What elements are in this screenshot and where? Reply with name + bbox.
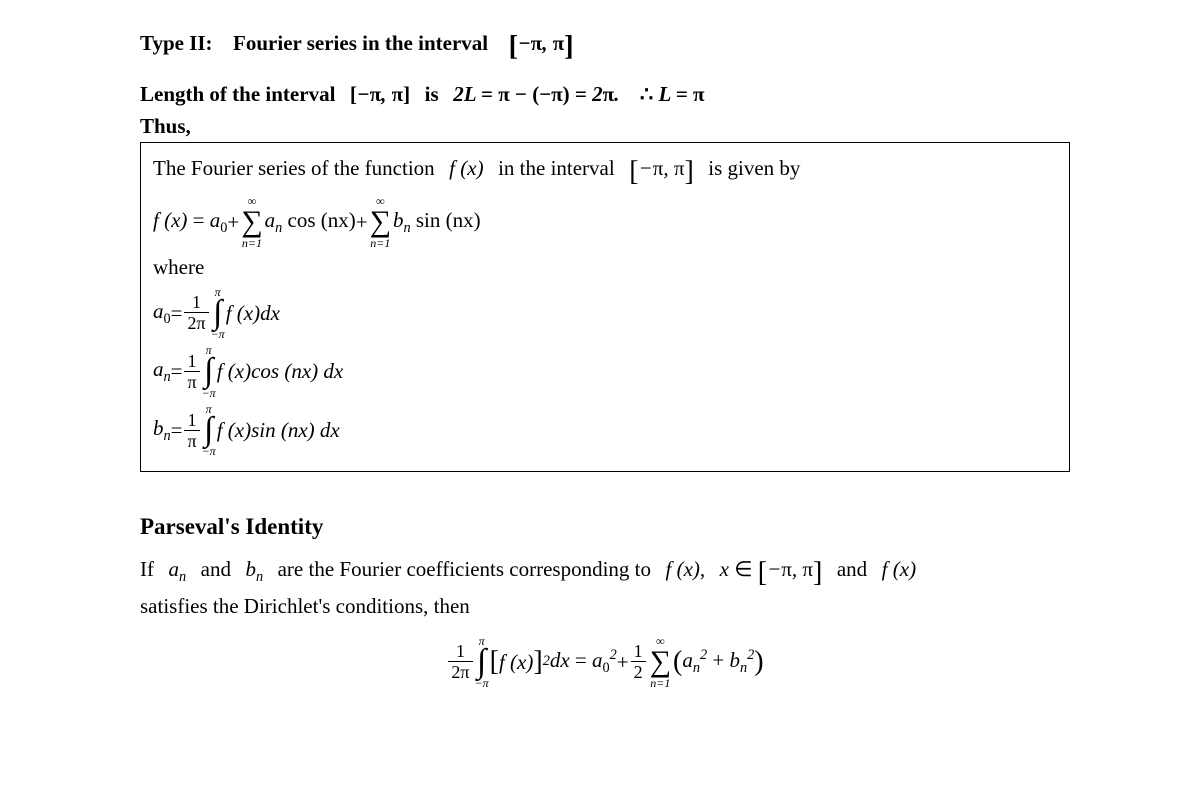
thus: Thus, <box>140 114 191 138</box>
eq-3: = <box>171 416 183 444</box>
parseval-section: Parseval's Identity If an and bn are the… <box>140 514 1070 689</box>
rbracket-icon: ] <box>533 643 542 681</box>
int-bot-3: −π <box>202 445 216 457</box>
plus-3: + <box>617 648 629 676</box>
parseval-equation: 1 2π π ∫ −π [ f (x) ]2 dx = a02 + 1 2 <box>140 635 1070 690</box>
bn-sub-2: n <box>164 428 171 444</box>
p-fx: f (x) <box>666 557 700 581</box>
sq-3: 2 <box>700 647 707 663</box>
p-an2: n <box>693 660 700 676</box>
p-and: and <box>201 557 231 581</box>
title-interval: −π, π <box>518 31 564 55</box>
integral-icon: π ∫ −π <box>211 286 225 341</box>
parseval-heading: Parseval's Identity <box>140 514 1070 540</box>
p-a0: 0 <box>603 660 610 676</box>
p-an: n <box>179 570 186 586</box>
integral-icon-2: π ∫ −π <box>202 344 216 399</box>
eq-1: = <box>171 299 183 327</box>
lbracket-icon: [ <box>490 643 499 681</box>
p-corresp: are the Fourier coefficients correspondi… <box>278 557 651 581</box>
fourier-series-eq: f (x) = a0 + ∞ ∑ n=1 an cos (nx) + ∞ ∑ n… <box>153 195 1057 249</box>
num-1a: 1 <box>184 352 199 371</box>
int-bot-4: −π <box>475 677 489 689</box>
bracket-left-icon: [ <box>509 31 518 62</box>
a0-sub: 0 <box>164 311 171 327</box>
bn-formula: bn = 1 π π ∫ −π f (x)sin (nx) dx <box>153 403 1057 458</box>
half-den: 2 <box>631 661 646 681</box>
parseval-line1: If an and bn are the Fourier coefficient… <box>140 554 1070 592</box>
an-sub-2: n <box>164 369 171 385</box>
num-1b: 1 <box>184 411 199 430</box>
pi-a: π <box>187 372 196 392</box>
plus-2: + <box>356 208 368 236</box>
type2-title: Type II: Fourier series in the interval … <box>140 28 1070 66</box>
length-label: Length of the interval <box>140 82 335 106</box>
length-is: is <box>425 82 439 106</box>
bracket-right-icon: ] <box>564 31 573 62</box>
frac-1-2pi-p: 1 2π <box>448 642 472 681</box>
int-bot-2: −π <box>202 387 216 399</box>
num-1: 1 <box>184 293 208 312</box>
p-if: If <box>140 557 154 581</box>
title-rest: Fourier series in the interval <box>233 31 488 55</box>
integral-icon-3: π ∫ −π <box>202 403 216 458</box>
rparen-icon: ) <box>754 643 763 681</box>
fx-sin-dx: f (x)sin (nx) dx <box>217 416 340 444</box>
plus-1: + <box>227 208 239 236</box>
sin-nx-1: sin (nx) <box>416 208 481 232</box>
sum-bot-2: n=1 <box>370 237 391 249</box>
page: Type II: Fourier series in the interval … <box>0 0 1200 800</box>
fourier-series-box: The Fourier series of the function f (x)… <box>140 142 1070 472</box>
bn-sub: n <box>403 220 410 236</box>
p-fx2: f (x) <box>882 557 916 581</box>
pi-b: π <box>187 431 196 451</box>
sub-0: 0 <box>220 220 227 236</box>
sq-4: 2 <box>747 647 754 663</box>
frac-1-pi-b: 1 π <box>184 411 199 450</box>
length-line: Length of the interval [−π, π] is 2L = π… <box>140 80 1070 108</box>
fx-cos-dx: f (x)cos (nx) dx <box>217 357 344 385</box>
fx-dx: f (x)dx <box>226 299 280 327</box>
an-formula: an = 1 π π ∫ −π f (x)cos (nx) dx <box>153 344 1057 399</box>
title-prefix: Type II: <box>140 31 213 55</box>
where: where <box>153 253 1057 281</box>
a0-formula: a0 = 1 2π π ∫ −π f (x)dx <box>153 286 1057 341</box>
box-intro: The Fourier series of the function f (x)… <box>153 153 1057 191</box>
integral-icon-4: π ∫ −π <box>475 635 489 690</box>
thus-line: Thus, <box>140 112 1070 140</box>
fx-1: f (x) <box>449 156 483 180</box>
lparen-icon: ( <box>673 643 682 681</box>
sigma-icon-3: ∞ ∑ n=1 <box>650 635 671 689</box>
p-and2: and <box>837 557 867 581</box>
box-intro-a: The Fourier series of the function <box>153 156 435 180</box>
cos-nx-1: cos (nx) <box>288 208 356 232</box>
sigma-icon: ∞ ∑ n=1 <box>241 195 262 249</box>
sum-bot-1: n=1 <box>241 237 262 249</box>
half-num: 1 <box>631 642 646 661</box>
where-text: where <box>153 255 204 279</box>
sq-1: 2 <box>543 652 550 671</box>
p-fx3: f (x) <box>499 648 533 676</box>
parseval-line2: satisfies the Dirichlet's conditions, th… <box>140 592 1070 620</box>
int-bot-1: −π <box>211 328 225 340</box>
box-intro-c: is given by <box>708 156 800 180</box>
sigma-icon-2: ∞ ∑ n=1 <box>370 195 391 249</box>
p-bn: n <box>256 570 263 586</box>
p-num1: 1 <box>448 642 472 661</box>
frac-half: 1 2 <box>631 642 646 681</box>
fx-lhs: f (x) <box>153 208 187 232</box>
an-sub: n <box>275 220 282 236</box>
box-intro-b: in the interval <box>498 156 615 180</box>
sum-bot-3: n=1 <box>650 677 671 689</box>
frac-1-pi-a: 1 π <box>184 352 199 391</box>
frac-1-2pi: 1 2π <box>184 293 208 332</box>
sq-2: 2 <box>610 647 617 663</box>
eq-2: = <box>171 357 183 385</box>
